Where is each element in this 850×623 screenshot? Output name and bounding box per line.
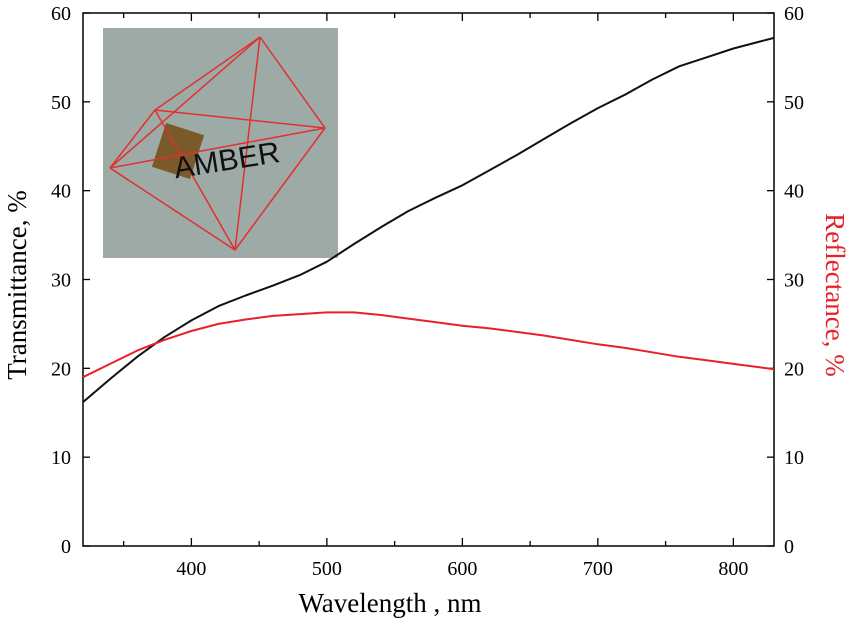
- series-layer: [82, 36, 775, 403]
- x-tick-label: 800: [718, 558, 748, 580]
- y-axis-title: Transmittance, %: [2, 190, 32, 379]
- y2-tick-label: 10: [784, 447, 804, 469]
- x-axis-title: Wavelength , nm: [298, 588, 481, 618]
- y2-tick-label: 30: [784, 270, 804, 292]
- y2-tick-label: 0: [784, 536, 794, 558]
- x-tick-label: 600: [447, 558, 477, 580]
- y2-axis-title: Reflectance, %: [820, 213, 850, 376]
- y-tick-label: 40: [51, 181, 71, 203]
- y-tick-label: 0: [61, 536, 71, 558]
- y2-tick-label: 40: [784, 181, 804, 203]
- series-line-reflectance: [82, 311, 775, 379]
- x-tick-label: 500: [312, 558, 342, 580]
- inset-background: [103, 28, 338, 258]
- y-tick-label: 10: [51, 447, 71, 469]
- y2-tick-label: 20: [784, 358, 804, 380]
- right-axis: 0 10 20 30 40 50 60: [767, 3, 804, 558]
- y2-tick-label: 50: [784, 92, 804, 114]
- crystal-wireframe: [109, 36, 326, 251]
- x-axis: 400 500 600 700 800: [122, 13, 748, 580]
- y-tick-label: 30: [51, 270, 71, 292]
- x-tick-label: 700: [583, 558, 613, 580]
- y-tick-label: 20: [51, 358, 71, 380]
- y2-tick-label: 60: [784, 3, 804, 25]
- x-tick-label: 400: [176, 558, 206, 580]
- series-line-transmittance: [82, 36, 775, 403]
- inset-photo: AMBER: [103, 28, 338, 258]
- y-tick-label: 50: [51, 92, 71, 114]
- y-tick-label: 60: [51, 3, 71, 25]
- left-axis: 0 10 20 30 40 50 60: [51, 3, 90, 558]
